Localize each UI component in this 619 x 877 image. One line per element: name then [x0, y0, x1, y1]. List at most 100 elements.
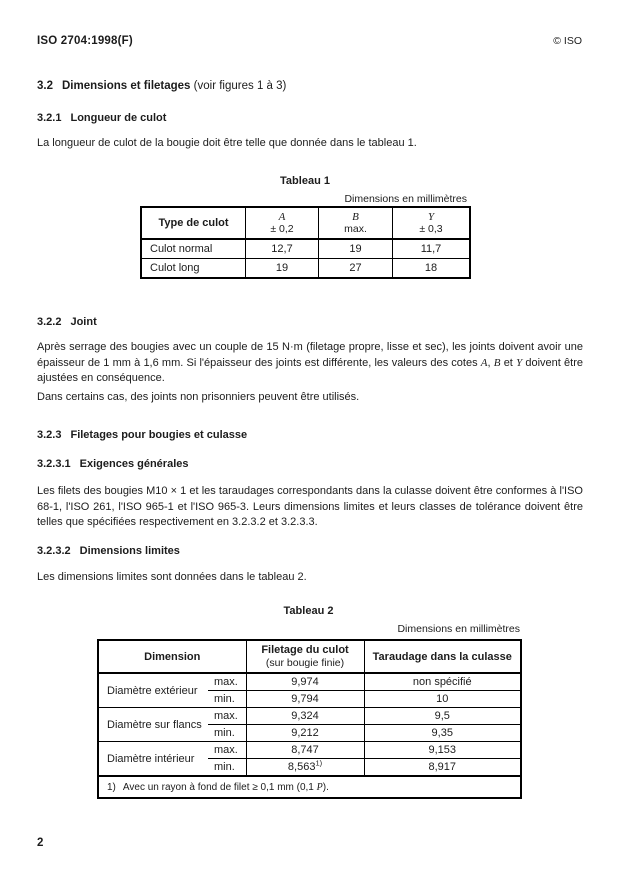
table-cell-value: non spécifié: [363, 672, 522, 691]
page-number: 2: [37, 837, 44, 849]
paragraph-text: et: [500, 356, 517, 369]
paragraph-3-2-1: La longueur de culot de la bougie doit ê…: [37, 137, 417, 149]
heading-3-2-3-2: 3.2.3.2 Dimensions limites: [37, 545, 180, 557]
heading-number: 3.2.3.1: [37, 458, 71, 470]
table2-header-culot: Filetage du culot (sur bougie finie): [245, 640, 365, 674]
table2-caption: Tableau 2: [283, 605, 334, 617]
table-cell-value: 27: [318, 258, 393, 279]
heading-number: 3.2: [37, 80, 53, 92]
heading-number: 3.2.2: [37, 316, 62, 328]
footnote-number: 1): [107, 781, 116, 793]
heading-title: Exigences générales: [79, 458, 189, 470]
heading-title: Dimensions limites: [79, 545, 180, 557]
heading-number: 3.2.1: [37, 112, 62, 124]
table2-header-dimension: Dimension: [98, 640, 247, 674]
table-row: Diamètre extérieur max. 9,974 non spécif…: [98, 672, 522, 708]
dimension-symbol-b: B: [493, 356, 501, 369]
tolerance-y: ± 0,3: [419, 223, 443, 235]
heading-3-2: 3.2 Dimensions et filetages (voir figures…: [37, 80, 286, 92]
table2-header-row: Dimension Filetage du culot (sur bougie …: [98, 640, 522, 674]
running-header: ISO 2704:1998(F) © ISO: [37, 35, 582, 47]
table-footnote-row: 1) Avec un rayon à fond de filet ≥ 0,1 mm…: [98, 775, 522, 798]
table-cell-value: 9,794: [245, 690, 365, 708]
document-reference: ISO 2704:1998(F): [37, 35, 133, 47]
table-cell-limit: min.: [208, 690, 247, 708]
table1-units-note: Dimensions en millimètres: [344, 193, 467, 205]
heading-3-2-1: 3.2.1 Longueur de culot: [37, 112, 166, 124]
table-cell-dimension: Diamètre sur flancs: [98, 707, 208, 742]
paragraph-text: doivent être ajustées en conséquence.: [37, 356, 583, 385]
table-cell-value: 9,212: [245, 724, 365, 742]
dimension-symbol-b: B: [352, 211, 359, 223]
heading-3-2-2: 3.2.2 Joint: [37, 316, 97, 328]
header-line2: (sur bougie finie): [265, 657, 345, 669]
table1-header-y: Y ± 0,3: [392, 206, 471, 240]
table-cell-limit: min.: [208, 724, 247, 742]
paragraph-text: ,: [487, 356, 494, 369]
table-cell-limit: max.: [208, 707, 247, 725]
tolerance-a: ± 0,2: [270, 223, 294, 235]
table-cell-label: Culot long: [140, 258, 246, 279]
table-cell-value: 11,7: [392, 238, 471, 259]
heading-number: 3.2.3: [37, 429, 62, 441]
table-cell-value: 9,974: [245, 672, 365, 691]
footnote-text-end: ).: [322, 781, 329, 793]
dimension-symbol-a: A: [278, 211, 286, 223]
table1-header-b: B max.: [318, 206, 393, 240]
paragraph-3-2-2-first: Après serrage des bougies avec un couple…: [37, 340, 583, 387]
table-cell-value: 8,747: [245, 741, 365, 759]
footnote-reference: 1): [315, 758, 323, 768]
table-row: min. 9,794 10: [98, 690, 522, 708]
cell-value-base: 8,563: [287, 761, 316, 773]
table-cell-value: 19: [318, 238, 393, 259]
table-cell-value: 9,5: [363, 707, 522, 725]
table1: Type de culot A ± 0,2 B max. Y ± 0,3: [140, 206, 471, 279]
table-cell-value: 9,35: [363, 724, 522, 742]
table-cell-value: 9,324: [245, 707, 365, 725]
table-cell-value: 12,7: [245, 238, 319, 259]
table1-header-a: A ± 0,2: [245, 206, 319, 240]
table-cell-limit: max.: [208, 741, 247, 759]
table-cell-value: 8,5631): [245, 758, 365, 776]
table-cell-value: 19: [245, 258, 319, 279]
table-row: Diamètre intérieur max. 8,747 9,153: [98, 741, 522, 776]
tolerance-b: max.: [344, 223, 367, 235]
heading-3-2-3: 3.2.3 Filetages pour bougies et culasse: [37, 429, 247, 441]
table2-container: Dimension Filetage du culot (sur bougie …: [97, 639, 523, 799]
paragraph-text: Après serrage des bougies avec un couple…: [37, 341, 583, 369]
table-cell-value: 8,917: [363, 758, 522, 776]
heading-suffix: (voir figures 1 à 3): [193, 80, 287, 92]
heading-title: Longueur de culot: [70, 112, 167, 124]
table1-container: Type de culot A ± 0,2 B max. Y ± 0,3: [140, 206, 471, 279]
pitch-symbol-p: P: [316, 781, 323, 793]
paragraph-3-2-2-second: Dans certains cas, des joints non prison…: [37, 391, 360, 403]
table-row: Diamètre sur flancs max. 9,324 9,5: [98, 707, 522, 742]
table1-header-row: Type de culot A ± 0,2 B max. Y ± 0,3: [140, 206, 471, 240]
table-cell-value: 10: [363, 690, 522, 708]
paragraph-3-2-3-1: Les filets des bougies M10 × 1 et les ta…: [37, 485, 583, 528]
paragraph-3-2-3-2: Les dimensions limites sont données dans…: [37, 571, 307, 583]
table-cell-value: 18: [392, 258, 471, 279]
dimension-symbol-y: Y: [427, 211, 435, 223]
table2: Dimension Filetage du culot (sur bougie …: [97, 639, 523, 799]
table2-units-note: Dimensions en millimètres: [397, 623, 520, 635]
table1-caption: Tableau 1: [280, 175, 330, 187]
table-cell-limit: max.: [208, 672, 247, 691]
table-cell-value: 9,153: [363, 741, 522, 759]
copyright-notice: © ISO: [553, 35, 582, 47]
table-cell-limit: min.: [208, 758, 247, 776]
heading-3-2-3-1: 3.2.3.1 Exigences générales: [37, 458, 188, 470]
table-footnote: 1) Avec un rayon à fond de filet ≥ 0,1 mm…: [98, 775, 522, 798]
heading-number: 3.2.3.2: [37, 545, 71, 557]
heading-title: Joint: [70, 316, 97, 328]
table-cell-dimension: Diamètre intérieur: [98, 741, 208, 776]
header-line1: Filetage du culot: [261, 644, 349, 656]
table-row: Culot normal 12,7 19 11,7: [140, 238, 471, 259]
table1-header-type: Type de culot: [140, 206, 246, 240]
table-row: min. 8,5631) 8,917: [98, 758, 522, 776]
table-cell-label: Culot normal: [140, 238, 246, 259]
heading-title: Dimensions et filetages: [62, 80, 191, 92]
table-row: Culot long 19 27 18: [140, 258, 471, 279]
table-row: min. 9,212 9,35: [98, 724, 522, 742]
